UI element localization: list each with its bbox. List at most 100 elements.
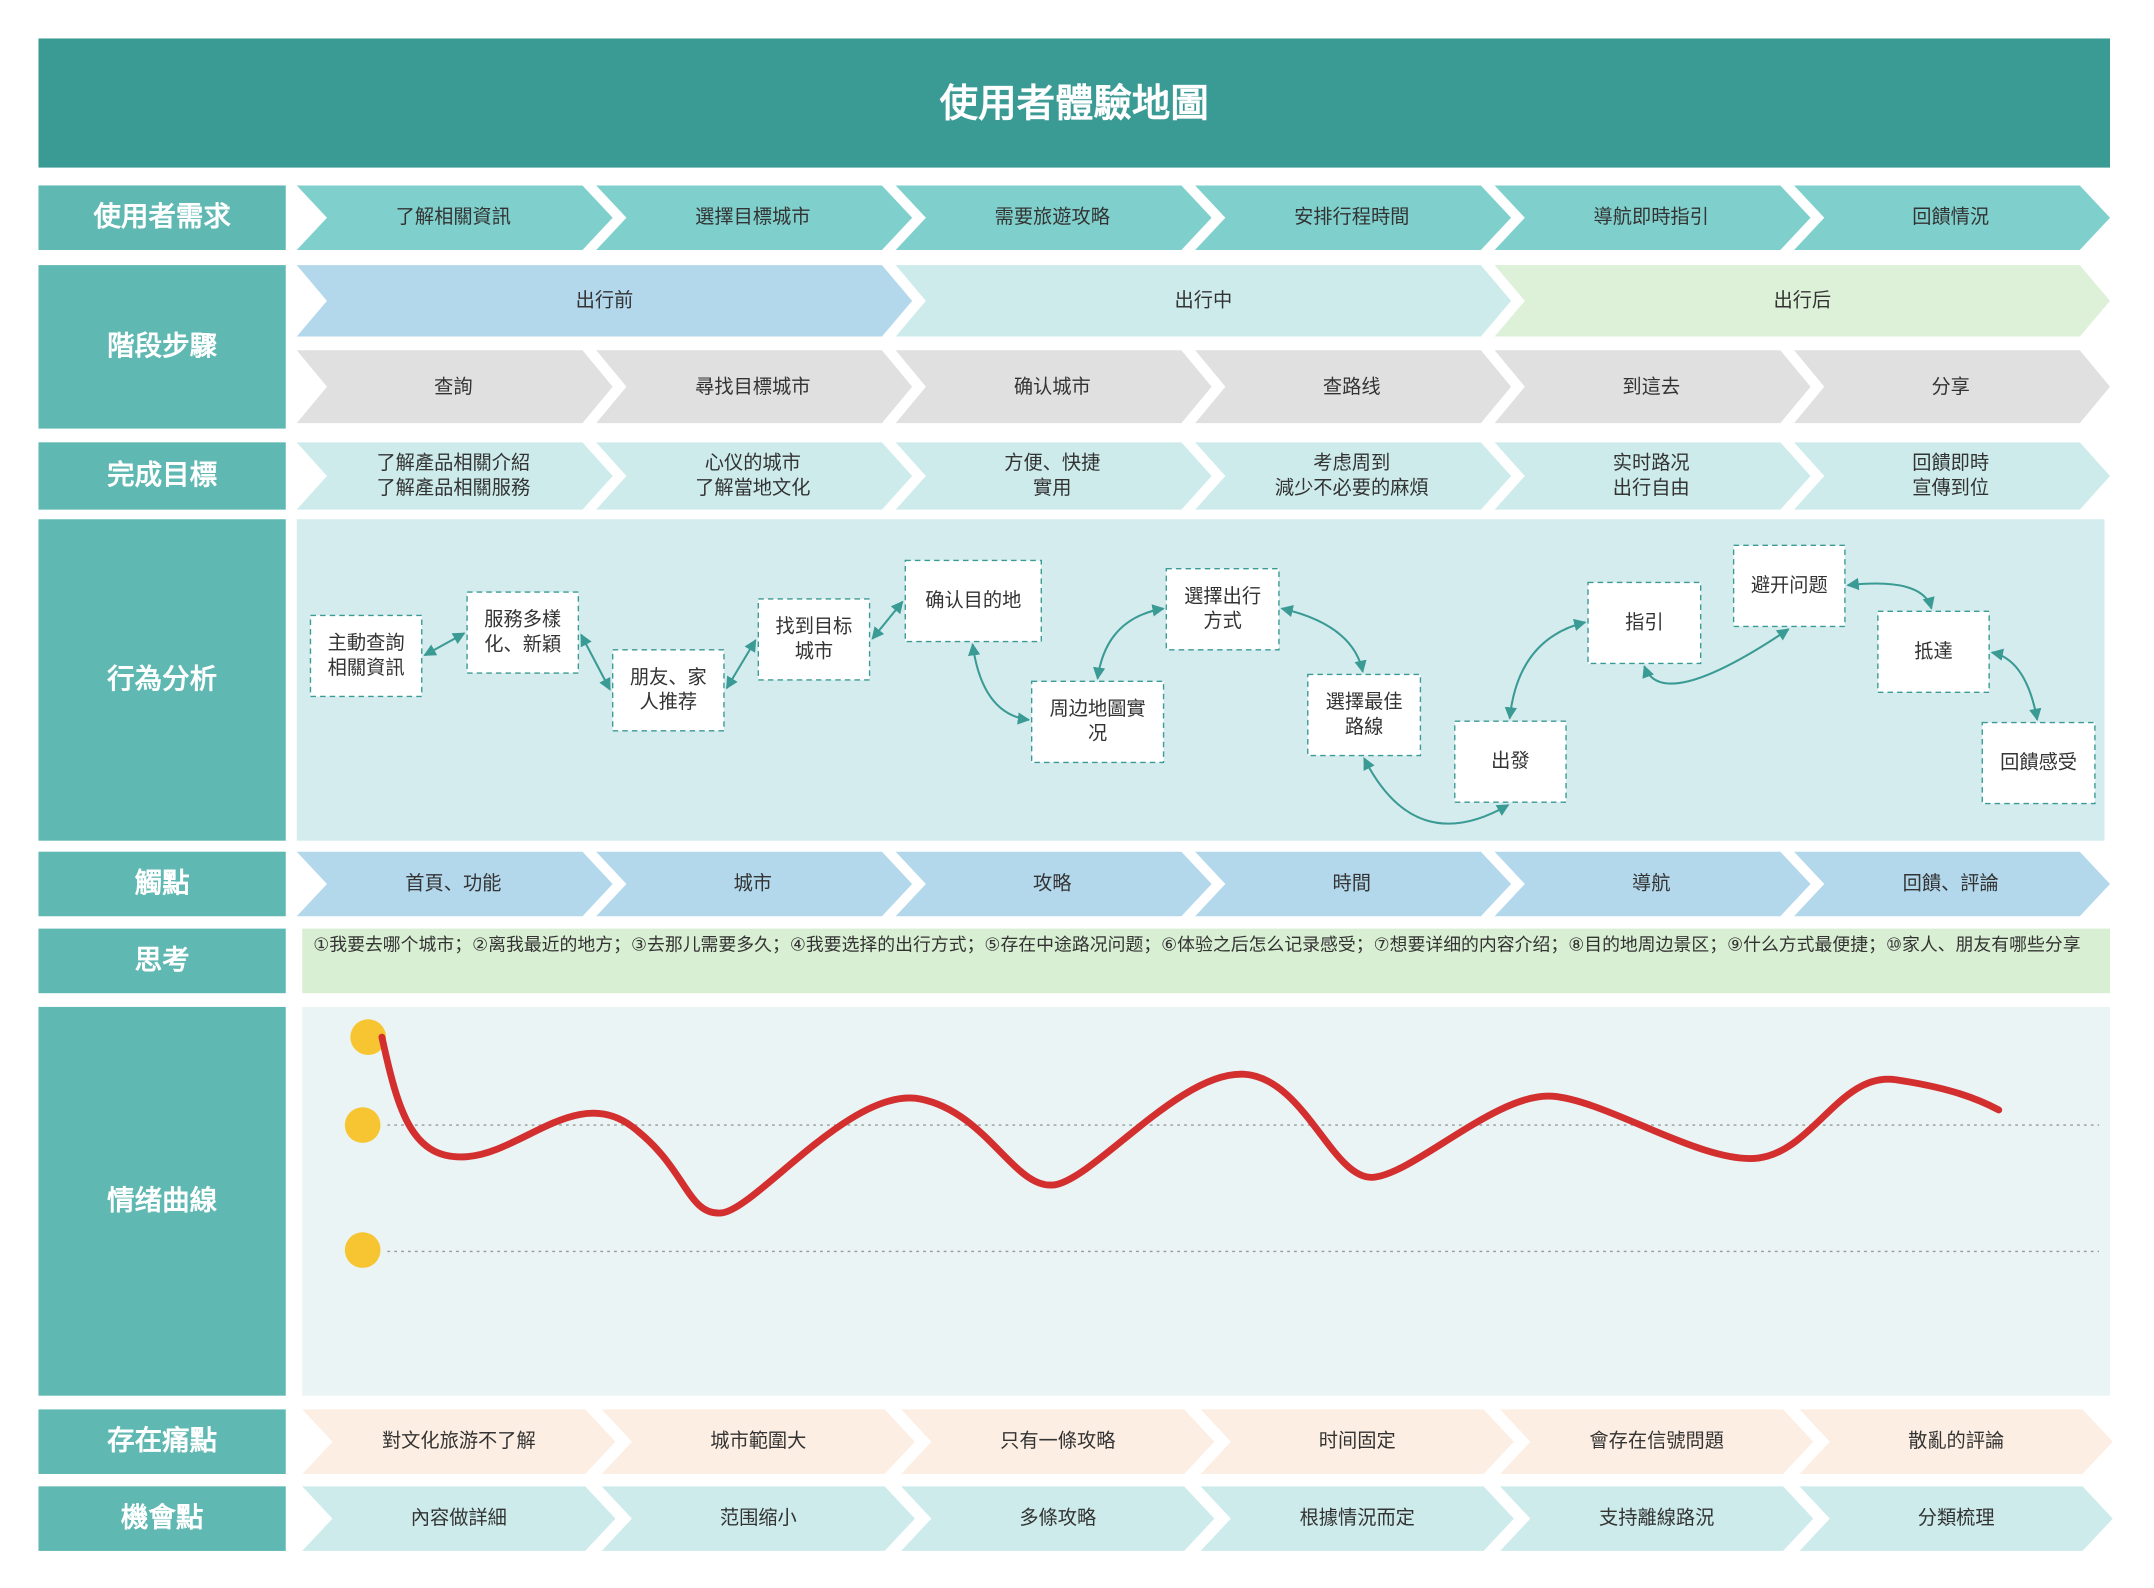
chevron bbox=[1500, 1409, 1814, 1474]
chevron bbox=[1500, 1486, 1814, 1551]
row-label-bg bbox=[38, 265, 286, 429]
chevron bbox=[596, 350, 913, 424]
sad-face bbox=[344, 1232, 381, 1268]
chevron bbox=[596, 442, 913, 510]
chevron bbox=[895, 851, 1212, 917]
title: 使用者體驗地圖 bbox=[940, 81, 1209, 126]
step-text: 分享 bbox=[1931, 375, 1969, 398]
row-label: 情绪曲線 bbox=[107, 1184, 217, 1216]
node-text: 選擇最佳 bbox=[1326, 690, 1403, 713]
phase-text: 出行中 bbox=[1175, 288, 1233, 311]
connector bbox=[1092, 604, 1165, 680]
cell-text: 了解產品相關服務 bbox=[376, 476, 530, 499]
row-label: 觸點 bbox=[135, 868, 190, 899]
node-text: 指引 bbox=[1625, 610, 1663, 633]
node-text: 抵達 bbox=[1914, 639, 1952, 662]
behavior-node bbox=[612, 649, 725, 732]
row-label: 使用者需求 bbox=[92, 202, 231, 233]
row-label: 階段步驟 bbox=[107, 331, 217, 362]
phase-text: 出行前 bbox=[576, 288, 634, 311]
chevron bbox=[895, 350, 1212, 424]
chevron bbox=[1195, 442, 1512, 510]
chevron bbox=[1494, 442, 1811, 510]
behavior-node bbox=[1030, 680, 1165, 764]
cell-text: 支持離線路況 bbox=[1599, 1506, 1714, 1529]
chevron bbox=[1200, 1486, 1514, 1551]
cell-text: 減少不必要的麻煩 bbox=[1275, 476, 1429, 499]
cell-text: 內容做詳細 bbox=[411, 1506, 507, 1529]
row-label: 思考 bbox=[135, 945, 190, 976]
cell-text: 需要旅遊攻略 bbox=[995, 205, 1110, 228]
cell-text: 選擇目標城市 bbox=[695, 205, 810, 228]
behavior-node bbox=[904, 559, 1042, 643]
node-text: 出發 bbox=[1491, 749, 1529, 772]
chevron bbox=[302, 1486, 616, 1551]
chevron bbox=[1494, 350, 1811, 424]
row-label-bg bbox=[38, 928, 286, 994]
step-text: 查路线 bbox=[1323, 375, 1381, 398]
node-text: 方式 bbox=[1203, 609, 1241, 632]
cell-text: 根據情況而定 bbox=[1300, 1506, 1415, 1529]
row-label-bg bbox=[38, 185, 286, 251]
phase-text: 出行后 bbox=[1773, 288, 1831, 311]
chevron bbox=[1794, 350, 2111, 424]
cell-text: 只有一條攻略 bbox=[1000, 1429, 1115, 1452]
cell-text: 回饋情況 bbox=[1912, 205, 1989, 228]
cell-text: 實用 bbox=[1033, 476, 1071, 499]
row-label-bg bbox=[38, 1486, 286, 1551]
cell-text: 方便、快捷 bbox=[1004, 451, 1100, 474]
behavior-node bbox=[1454, 720, 1567, 803]
step-text: 到這去 bbox=[1622, 375, 1680, 398]
connector bbox=[1642, 628, 1790, 685]
row-label-bg bbox=[38, 1409, 286, 1474]
cell-text: 心仪的城市 bbox=[705, 451, 801, 474]
connectors bbox=[423, 577, 2042, 825]
chevron bbox=[601, 1486, 915, 1551]
row-label: 完成目標 bbox=[107, 459, 217, 491]
emotion-bg bbox=[302, 1006, 2111, 1396]
behavior-node bbox=[1307, 673, 1422, 757]
connector bbox=[725, 639, 757, 690]
chevron bbox=[1794, 185, 2111, 251]
connector bbox=[1363, 757, 1510, 825]
cell-text: 會存在信號問題 bbox=[1589, 1429, 1724, 1452]
cell-text: 回饋、評論 bbox=[1903, 871, 1999, 894]
cell-text: 城市範圍大 bbox=[710, 1429, 806, 1452]
chevron bbox=[895, 442, 1212, 510]
connector bbox=[1990, 648, 2042, 722]
row-label: 行為分析 bbox=[106, 663, 217, 695]
cell-text: 了解當地文化 bbox=[695, 476, 810, 499]
node-text: 主動查詢 bbox=[328, 631, 405, 654]
row-label-bg bbox=[38, 851, 286, 917]
behavior-node bbox=[757, 598, 871, 681]
node-text: 服務多樣 bbox=[484, 608, 561, 631]
cell-text: 攻略 bbox=[1033, 871, 1071, 894]
connector bbox=[423, 632, 466, 657]
chevron bbox=[1195, 185, 1512, 251]
node-text: 朋友、家 bbox=[630, 665, 707, 688]
cell-text: 回饋即時 bbox=[1912, 451, 1989, 474]
chevron bbox=[1195, 350, 1512, 424]
row-label: 存在痛點 bbox=[107, 1425, 217, 1457]
behavior-node bbox=[1981, 721, 2096, 805]
chevron bbox=[1794, 851, 2111, 917]
cell-text: 安排行程時間 bbox=[1294, 205, 1409, 228]
cell-text: 首頁、功能 bbox=[405, 871, 501, 894]
title-bar bbox=[38, 38, 2111, 168]
chevron bbox=[1794, 442, 2111, 510]
chevron bbox=[296, 350, 613, 424]
connector bbox=[1846, 577, 1935, 610]
node-text: 避开问题 bbox=[1751, 573, 1828, 596]
chevron bbox=[1494, 185, 1811, 251]
chevron bbox=[296, 265, 913, 337]
row-label: 機會點 bbox=[121, 1502, 203, 1534]
cell-text: 实时路况 bbox=[1613, 451, 1690, 474]
thinking-text: ①我要去哪个城市；②离我最近的地方；③去那儿需要多久；④我要选择的出行方式；⑤存… bbox=[313, 935, 2081, 957]
chevron bbox=[1494, 265, 2111, 337]
chevron bbox=[1494, 851, 1811, 917]
row-label-bg bbox=[38, 1006, 286, 1396]
node-text: 确认目的地 bbox=[925, 588, 1021, 611]
cell-text: 導航 bbox=[1632, 871, 1670, 894]
chevron bbox=[1195, 851, 1512, 917]
